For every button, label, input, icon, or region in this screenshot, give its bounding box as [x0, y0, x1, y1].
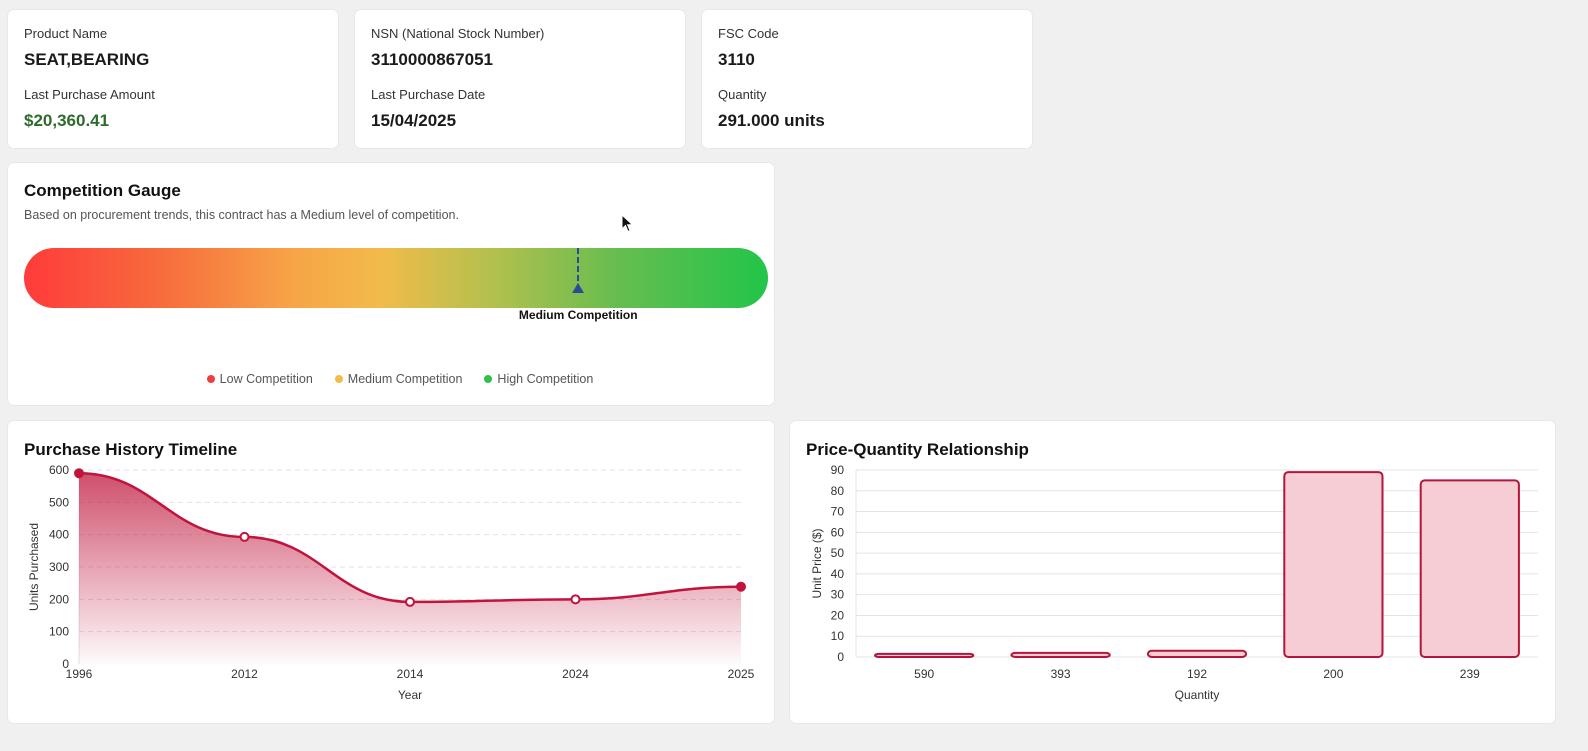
last-purchase-amount-value: $20,360.41 — [24, 111, 110, 130]
y-tick-label: 300 — [49, 560, 69, 574]
last-purchase-date-label: Last Purchase Date — [371, 87, 486, 102]
timeline-area — [79, 473, 741, 664]
y-tick-label: 100 — [49, 625, 69, 639]
x-axis-title: Year — [398, 688, 422, 702]
x-tick-label: 393 — [1051, 667, 1071, 681]
gauge-marker-label: Medium Competition — [518, 308, 638, 322]
y-tick-label: 20 — [831, 608, 845, 622]
quantity-value: 291.000 units — [718, 111, 825, 130]
y-axis-title: Unit Price ($) — [810, 528, 824, 598]
timeline-point — [239, 531, 250, 542]
competition-gauge-card: Competition Gauge Based on procurement t… — [8, 163, 774, 405]
price-qty-title: Price-Quantity Relationship — [806, 440, 1029, 459]
x-tick-label: 2014 — [397, 667, 424, 681]
price-bar — [874, 652, 975, 658]
price-bar — [1146, 649, 1248, 658]
y-tick-label: 500 — [49, 495, 69, 509]
y-axis-title: Units Purchased — [27, 523, 41, 611]
product-name-value: SEAT,BEARING — [24, 50, 150, 69]
x-tick-label: 200 — [1323, 667, 1343, 681]
fsc-code-value: 3110 — [718, 50, 755, 69]
x-tick-label: 2012 — [231, 667, 258, 681]
legend-item-medium: Medium Competition — [334, 372, 463, 386]
timeline-point — [405, 596, 415, 607]
y-tick-label: 60 — [831, 525, 845, 539]
price-quantity-chart: 0 10 20 30 40 50 60 70 80 90 590 393 192 200 239 Quanti… — [810, 463, 1538, 702]
x-tick-label: 2024 — [562, 667, 589, 681]
legend-dot-low-icon — [206, 375, 215, 383]
nsn-label: NSN (National Stock Number) — [371, 26, 545, 41]
x-tick-label: 2025 — [728, 667, 755, 681]
y-tick-label: 0 — [837, 650, 844, 664]
price-quantity-card: Price-Quantity Relationship 0 10 20 30 40 50 6… — [790, 421, 1555, 723]
competition-gauge-bar — [24, 248, 768, 308]
legend-label-medium: Medium Competition — [347, 372, 463, 386]
product-name-label: Product Name — [24, 26, 108, 41]
y-tick-label: 50 — [831, 546, 845, 560]
x-tick-label: 1996 — [66, 667, 93, 681]
timeline-line — [78, 471, 742, 604]
legend-item-low: Low Competition — [206, 372, 313, 386]
timeline-point — [736, 581, 746, 592]
y-tick-label: 80 — [831, 484, 845, 498]
y-tick-label: 0 — [62, 657, 69, 671]
gauge-marker-arrow-icon — [572, 283, 585, 293]
price-bar — [1419, 479, 1520, 659]
y-tick-label: 30 — [831, 588, 845, 602]
last-purchase-date-value: 15/04/2025 — [371, 111, 457, 130]
mouse-cursor-icon — [621, 214, 634, 233]
x-tick-label: 239 — [1460, 667, 1480, 681]
timeline-point — [570, 594, 581, 605]
x-axis-title: Quantity — [1175, 688, 1220, 702]
y-tick-label: 400 — [49, 528, 69, 542]
info-card-fsc: FSC Code 3110 Quantity 291.000 units — [702, 10, 1032, 148]
y-tick-label: 70 — [831, 505, 845, 519]
info-card-nsn: NSN (National Stock Number) 311000086705… — [355, 10, 685, 148]
gauge-description: Based on procurement trends, this contra… — [24, 208, 459, 222]
last-purchase-amount-label: Last Purchase Amount — [24, 87, 155, 102]
quantity-label: Quantity — [718, 87, 767, 102]
legend-item-high: High Competition — [484, 372, 593, 386]
legend-label-high: High Competition — [497, 372, 594, 386]
y-tick-label: 200 — [49, 592, 69, 606]
purchase-history-card: Purchase History Timeline 0 100 200 300 400 5… — [8, 421, 774, 723]
gauge-title: Competition Gauge — [24, 181, 181, 200]
y-tick-label: 10 — [831, 629, 845, 643]
fsc-code-label: FSC Code — [718, 26, 779, 41]
info-card-product: Product Name SEAT,BEARING Last Purchase … — [8, 10, 338, 148]
timeline-point — [74, 468, 84, 479]
nsn-value: 3110000867051 — [371, 50, 493, 69]
legend-dot-high-icon — [484, 375, 493, 383]
y-tick-label: 40 — [831, 567, 845, 581]
price-bar — [1010, 651, 1111, 659]
purchase-history-chart: 0 100 200 300 400 500 600 1996 2012 2014 2024 2025 Y… — [27, 463, 755, 702]
x-tick-label: 590 — [914, 667, 934, 681]
timeline-title: Purchase History Timeline — [24, 440, 238, 459]
y-tick-label: 90 — [831, 463, 845, 477]
legend-dot-medium-icon — [334, 375, 343, 383]
x-tick-label: 192 — [1187, 667, 1207, 681]
gauge-marker-line — [577, 248, 580, 290]
legend-label-low: Low Competition — [219, 372, 313, 386]
price-bar — [1283, 471, 1384, 659]
y-tick-label: 600 — [49, 463, 69, 477]
gauge-legend: Low Competition Medium Competition High … — [8, 372, 792, 386]
